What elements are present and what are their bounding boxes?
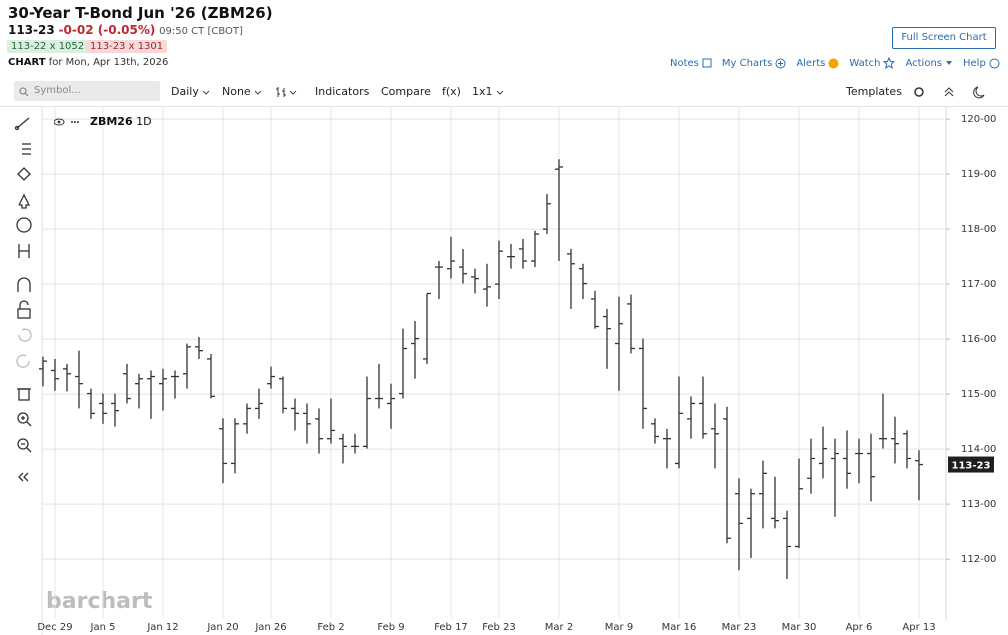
quote-time: 09:50 CT [CBOT] [159, 26, 243, 37]
x-tick-label: Feb 9 [377, 622, 404, 633]
actions-link[interactable]: Actions [905, 58, 953, 69]
x-tick-label: Feb 23 [482, 622, 516, 633]
x-tick-label: Mar 9 [605, 622, 633, 633]
chevron [254, 90, 262, 95]
compare-button[interactable]: Compare [381, 85, 431, 98]
link-text: Notes [670, 57, 699, 69]
ask: 113-23 x 1301 [86, 40, 168, 53]
chart-legend: ZBM26 1D [54, 115, 152, 128]
watermark: barchart [46, 589, 153, 614]
bar-type-icon [276, 87, 297, 97]
toolbar-icons [914, 86, 985, 99]
y-tick-label: 115-00 [961, 389, 996, 400]
toolbar: Symbol... Daily None Indicators Compare … [0, 78, 1008, 107]
link-text: Help [963, 57, 986, 69]
y-tick-label: 116-00 [961, 334, 996, 345]
x-tick-label: Jan 26 [254, 622, 286, 633]
x-tick-label: Feb 17 [434, 622, 468, 633]
chart-links: Notes My Charts Alerts Watch Actions Hel… [670, 57, 1000, 69]
y-tick-label: 112-00 [961, 554, 996, 565]
quote: 113-23 -0-02 (-0.05%) 09:50 CT [CBOT] [8, 23, 243, 37]
last-price-tag [948, 456, 994, 473]
interval-select[interactable]: Daily [171, 85, 199, 98]
instrument-title: 30-Year T-Bond Jun '26 (ZBM26) [8, 4, 273, 22]
x-tick-label: Jan 12 [146, 622, 178, 633]
plot-area [42, 107, 946, 618]
link-text: Actions [905, 57, 942, 69]
last-price-label: 113-23 [952, 461, 991, 472]
watch-link[interactable]: Watch [849, 57, 896, 69]
symbol-search[interactable]: Symbol... [14, 81, 160, 101]
x-tick-label: Mar 30 [782, 622, 817, 633]
x-tick-label: Mar 2 [545, 622, 573, 633]
price-change: -0-02 (-0.05%) [58, 23, 156, 37]
x-tick-label: Mar 23 [722, 622, 757, 633]
legend-period: 1D [136, 115, 152, 128]
chart-label: CHART [8, 57, 46, 68]
last-price: 113-23 [8, 23, 55, 37]
overlay-select[interactable]: None [222, 85, 251, 98]
legend-symbol: ZBM26 [90, 115, 133, 128]
x-tick-label: Mar 16 [662, 622, 697, 633]
y-tick-label: 117-00 [961, 279, 996, 290]
x-tick-label: Dec 29 [37, 622, 72, 633]
my-charts-link[interactable]: My Charts [722, 58, 786, 69]
search-icon [19, 87, 29, 97]
chevron [202, 90, 210, 95]
x-tick-label: Jan 5 [90, 622, 116, 633]
chart-date: CHART for Mon, Apr 13th, 2026 [8, 57, 168, 68]
fx-button[interactable]: f(x) [442, 85, 461, 98]
y-tick-label: 113-00 [961, 499, 996, 510]
link-text: My Charts [721, 57, 773, 69]
notes-link[interactable]: Notes [670, 58, 712, 69]
x-tick-label: Apr 6 [846, 622, 873, 633]
layout-select[interactable]: 1x1 [472, 85, 493, 98]
y-tick-label: 118-00 [961, 224, 996, 235]
x-tick-label: Feb 2 [317, 622, 344, 633]
link-text: Watch [849, 57, 881, 69]
alerts-link[interactable]: Alerts [796, 58, 839, 69]
help-link[interactable]: Help [963, 58, 1000, 69]
x-tick-label: Jan 20 [206, 622, 238, 633]
indicators-button[interactable]: Indicators [315, 85, 370, 98]
x-tick-label: Apr 13 [902, 622, 935, 633]
y-tick-label: 114-00 [961, 444, 996, 455]
chevron [496, 90, 504, 95]
chart-date-text: for Mon, Apr 13th, 2026 [48, 57, 169, 68]
templates-button[interactable]: Templates [846, 85, 902, 98]
y-tick-label: 120-00 [961, 114, 996, 125]
y-tick-label: 119-00 [961, 169, 996, 180]
link-text: Alerts [796, 57, 826, 69]
sidebar-icons [14, 117, 32, 482]
bid: 113-22 x 1052 [7, 40, 89, 53]
full-screen-button[interactable]: Full Screen Chart [892, 27, 996, 49]
